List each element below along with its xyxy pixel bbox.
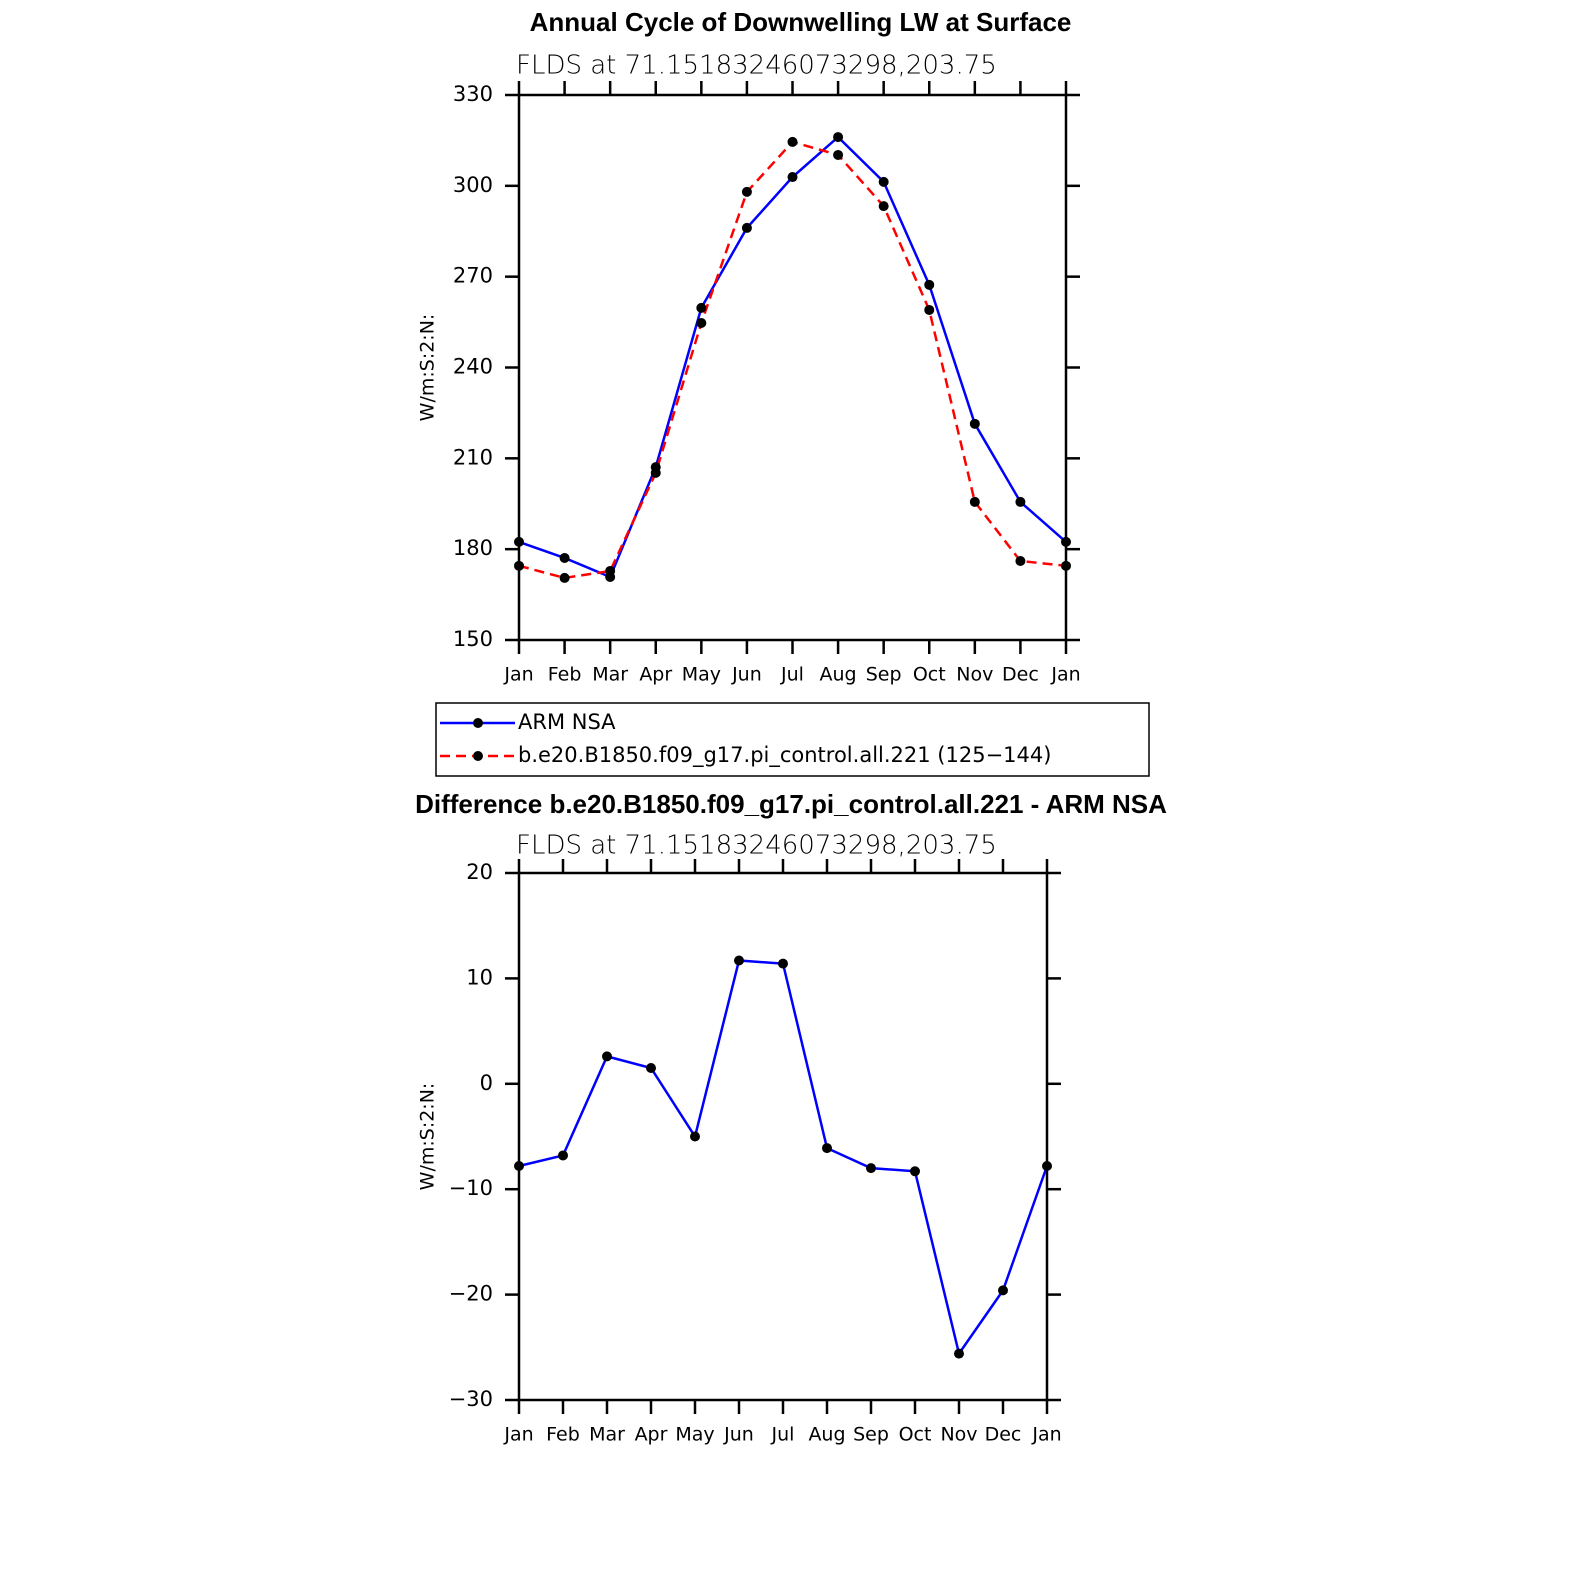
x-tick-label: Jan bbox=[503, 664, 533, 686]
data-point bbox=[602, 1051, 612, 1062]
x-tick-label: Oct bbox=[913, 664, 946, 686]
x-tick-label: Jun bbox=[731, 664, 762, 686]
plot-frame bbox=[517, 871, 1049, 1402]
x-tick-label: Aug bbox=[808, 1424, 845, 1446]
data-point bbox=[1015, 496, 1026, 507]
data-point bbox=[833, 149, 844, 160]
x-tick-label: Jun bbox=[723, 1424, 754, 1446]
x-tick-label: Nov bbox=[940, 1424, 977, 1446]
x-tick-label: Feb bbox=[546, 1424, 580, 1446]
data-point bbox=[514, 560, 524, 571]
data-point bbox=[650, 467, 661, 478]
data-point bbox=[696, 317, 707, 328]
series-line bbox=[518, 140, 1067, 580]
y-tick-label: 270 bbox=[453, 264, 493, 288]
data-point bbox=[1042, 1161, 1052, 1172]
data-point bbox=[514, 1161, 524, 1172]
y-axis-label: W/m:S:2:N: bbox=[417, 314, 439, 422]
x-tick-label: Jul bbox=[771, 1424, 795, 1446]
y-tick-label: −30 bbox=[449, 1387, 493, 1411]
x-tick-label: Jan bbox=[1050, 664, 1080, 686]
data-point bbox=[558, 1150, 568, 1161]
x-tick-label: May bbox=[675, 1424, 714, 1446]
data-point bbox=[646, 1062, 656, 1073]
data-point bbox=[787, 136, 798, 147]
x-tick-label: Aug bbox=[820, 664, 857, 686]
legend-marker bbox=[473, 751, 483, 761]
y-tick-label: 180 bbox=[453, 536, 493, 560]
x-tick-label: Nov bbox=[956, 664, 993, 686]
y-tick-label: 0 bbox=[480, 1071, 493, 1095]
data-point bbox=[696, 302, 707, 313]
y-tick-label: 10 bbox=[466, 965, 493, 989]
x-tick-label: Jul bbox=[780, 664, 804, 686]
data-point bbox=[822, 1143, 832, 1154]
x-tick-label: Jan bbox=[1031, 1424, 1061, 1446]
y-tick-label: 330 bbox=[453, 82, 493, 106]
data-point bbox=[878, 201, 889, 212]
x-tick-label: Oct bbox=[899, 1424, 932, 1446]
data-point bbox=[787, 172, 798, 183]
data-point bbox=[741, 222, 752, 233]
legend-box bbox=[435, 702, 1150, 777]
y-tick-label: 240 bbox=[453, 355, 493, 379]
data-point bbox=[1061, 536, 1071, 547]
x-tick-label: Jan bbox=[503, 1424, 533, 1446]
y-tick-label: −20 bbox=[449, 1282, 493, 1306]
data-point bbox=[1061, 560, 1071, 571]
x-tick-label: Sep bbox=[853, 1424, 889, 1446]
x-tick-label: Apr bbox=[639, 664, 672, 686]
chart-title: Difference b.e20.B1850.f09_g17.pi_contro… bbox=[415, 789, 1167, 819]
data-point bbox=[778, 958, 788, 969]
y-tick-label: −10 bbox=[449, 1176, 493, 1200]
y-axis-label: W/m:S:2:N: bbox=[417, 1083, 439, 1191]
legend-label: ARM NSA bbox=[518, 710, 616, 734]
chart-subtitle: FLDS at 71.15183246073298,203.75 bbox=[516, 51, 997, 81]
data-point bbox=[878, 176, 889, 187]
data-point bbox=[514, 536, 524, 547]
series-line bbox=[518, 959, 1049, 1357]
legend-label: b.e20.B1850.f09_g17.pi_control.all.221 (… bbox=[518, 743, 1051, 768]
plot-frame bbox=[517, 93, 1068, 642]
x-tick-label: Mar bbox=[592, 664, 628, 686]
data-point bbox=[969, 418, 980, 429]
y-tick-label: 210 bbox=[453, 445, 493, 469]
chart-subtitle: FLDS at 71.15183246073298,203.75 bbox=[516, 831, 997, 861]
x-tick-label: May bbox=[682, 664, 721, 686]
data-point bbox=[734, 955, 744, 966]
data-point bbox=[910, 1166, 920, 1177]
data-point bbox=[559, 572, 570, 583]
data-point bbox=[969, 496, 980, 507]
data-point bbox=[690, 1131, 700, 1142]
x-tick-label: Dec bbox=[985, 1424, 1022, 1446]
x-tick-label: Dec bbox=[1002, 664, 1039, 686]
data-point bbox=[998, 1285, 1008, 1296]
x-tick-label: Sep bbox=[866, 664, 902, 686]
data-point bbox=[605, 565, 616, 576]
x-tick-label: Feb bbox=[548, 664, 582, 686]
legend-marker bbox=[473, 718, 483, 728]
data-point bbox=[1015, 555, 1026, 566]
series-line bbox=[518, 135, 1067, 579]
data-point bbox=[954, 1348, 964, 1359]
data-point bbox=[741, 186, 752, 197]
chart-title: Annual Cycle of Downwelling LW at Surfac… bbox=[530, 7, 1072, 37]
data-point bbox=[866, 1163, 876, 1174]
y-tick-label: 300 bbox=[453, 173, 493, 197]
y-tick-label: 150 bbox=[453, 627, 493, 651]
data-point bbox=[559, 552, 570, 563]
y-tick-label: 20 bbox=[466, 860, 493, 884]
x-tick-label: Mar bbox=[589, 1424, 625, 1446]
x-tick-label: Apr bbox=[635, 1424, 668, 1446]
data-point bbox=[924, 279, 935, 290]
data-point bbox=[924, 304, 935, 315]
data-point bbox=[833, 132, 844, 143]
